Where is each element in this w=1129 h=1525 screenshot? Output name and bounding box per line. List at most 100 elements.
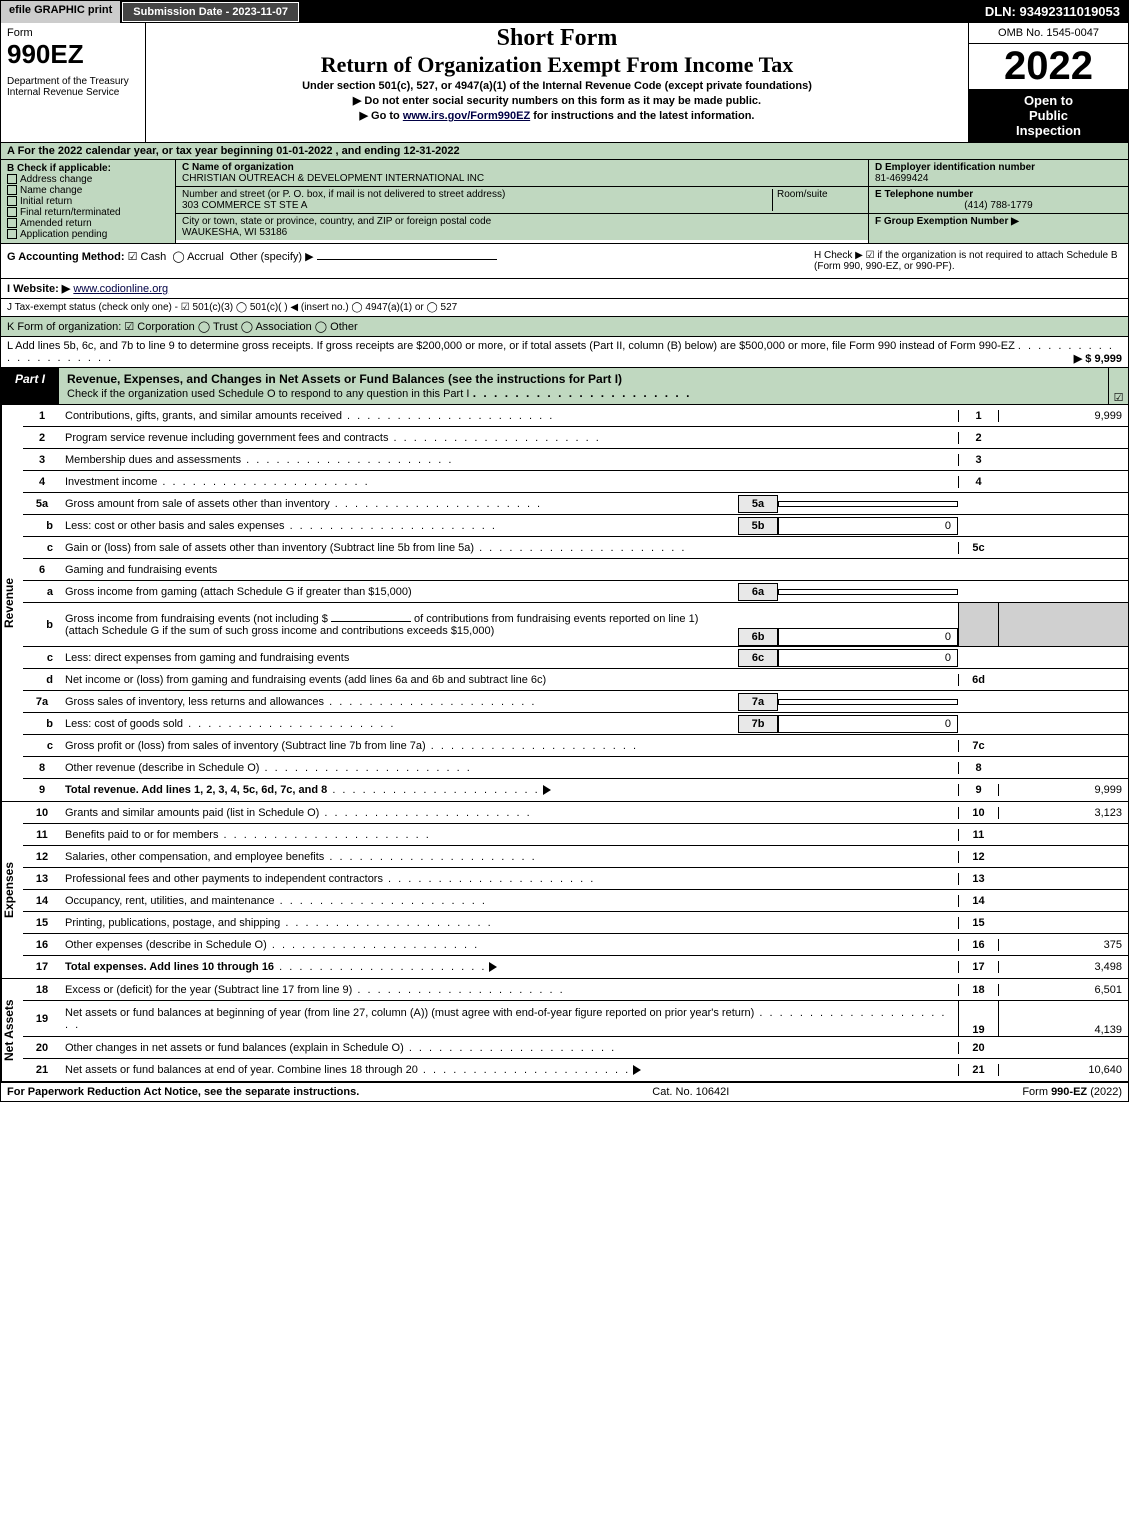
- revenue-lines: 1 Contributions, gifts, grants, and simi…: [23, 405, 1128, 801]
- line-15: 15 Printing, publications, postage, and …: [23, 912, 1128, 934]
- form-container: efile GRAPHIC print Submission Date - 20…: [0, 0, 1129, 1102]
- section-a: A For the 2022 calendar year, or tax yea…: [1, 143, 1128, 160]
- expenses-sidelabel: Expenses: [1, 802, 23, 978]
- phone: (414) 788-1779: [875, 200, 1122, 211]
- line-9: 9 Total revenue. Add lines 1, 2, 3, 4, 5…: [23, 779, 1128, 801]
- row-l-text: L Add lines 5b, 6c, and 7b to line 9 to …: [7, 340, 1015, 352]
- addr: 303 COMMERCE ST STE A: [182, 200, 772, 211]
- line-5c: c Gain or (loss) from sale of assets oth…: [23, 537, 1128, 559]
- row-l-amount: ▶ $ 9,999: [1074, 352, 1122, 365]
- line-17: 17 Total expenses. Add lines 10 through …: [23, 956, 1128, 978]
- header-right: OMB No. 1545-0047 2022 Open to Public In…: [968, 23, 1128, 142]
- revenue-section: Revenue 1 Contributions, gifts, grants, …: [1, 405, 1128, 802]
- check-initial-return[interactable]: Initial return: [7, 196, 169, 207]
- efile-print-button[interactable]: efile GRAPHIC print: [1, 1, 121, 23]
- col-c: C Name of organization CHRISTIAN OUTREAC…: [176, 160, 868, 243]
- g-other[interactable]: Other (specify) ▶: [230, 251, 314, 263]
- row-h: H Check ▶ ☑ if the organization is not r…: [808, 244, 1128, 278]
- line-10: 10 Grants and similar amounts paid (list…: [23, 802, 1128, 824]
- e-label: E Telephone number: [875, 189, 1122, 200]
- subtitle-1: Under section 501(c), 527, or 4947(a)(1)…: [150, 80, 964, 92]
- line-8: 8 Other revenue (describe in Schedule O)…: [23, 757, 1128, 779]
- line-12: 12 Salaries, other compensation, and emp…: [23, 846, 1128, 868]
- part1-title: Revenue, Expenses, and Changes in Net As…: [59, 368, 1108, 404]
- arrow-icon: [543, 785, 551, 795]
- line-18: 18 Excess or (deficit) for the year (Sub…: [23, 979, 1128, 1001]
- line-21: 21 Net assets or fund balances at end of…: [23, 1059, 1128, 1081]
- row-i: I Website: ▶ www.codionline.org: [1, 279, 1128, 299]
- line-19: 19 Net assets or fund balances at beginn…: [23, 1001, 1128, 1037]
- line-7b: b Less: cost of goods sold 7b 0: [23, 713, 1128, 735]
- line-16: 16 Other expenses (describe in Schedule …: [23, 934, 1128, 956]
- col-d: D Employer identification number 81-4699…: [868, 160, 1128, 243]
- f-label: F Group Exemption Number ▶: [875, 216, 1019, 227]
- header-center: Short Form Return of Organization Exempt…: [146, 23, 968, 142]
- row-l: L Add lines 5b, 6c, and 7b to line 9 to …: [1, 337, 1128, 368]
- row-k: K Form of organization: ☑ Corporation ◯ …: [1, 317, 1128, 337]
- open2: Public: [973, 108, 1124, 123]
- netassets-section: Net Assets 18 Excess or (deficit) for th…: [1, 979, 1128, 1083]
- col-b-title: B Check if applicable:: [7, 163, 169, 174]
- line-7a: 7a Gross sales of inventory, less return…: [23, 691, 1128, 713]
- subtitle-3: ▶ Go to www.irs.gov/Form990EZ for instru…: [150, 109, 964, 122]
- d-label: D Employer identification number: [875, 162, 1122, 173]
- check-name-change[interactable]: Name change: [7, 185, 169, 196]
- open1: Open to: [973, 93, 1124, 108]
- website-link[interactable]: www.codionline.org: [73, 283, 168, 295]
- line-2: 2 Program service revenue including gove…: [23, 427, 1128, 449]
- footer-catno: Cat. No. 10642I: [359, 1086, 1022, 1098]
- d-ein-row: D Employer identification number 81-4699…: [869, 160, 1128, 187]
- form-header: Form 990EZ Department of the Treasury In…: [1, 23, 1128, 143]
- main-title: Return of Organization Exempt From Incom…: [150, 52, 964, 78]
- ein: 81-4699424: [875, 173, 1122, 184]
- netassets-lines: 18 Excess or (deficit) for the year (Sub…: [23, 979, 1128, 1081]
- line-5a: 5a Gross amount from sale of assets othe…: [23, 493, 1128, 515]
- netassets-sidelabel: Net Assets: [1, 979, 23, 1081]
- dept-label: Department of the Treasury Internal Reve…: [7, 76, 139, 98]
- form-word: Form: [7, 27, 139, 39]
- addr-label: Number and street (or P. O. box, if mail…: [182, 189, 772, 200]
- part1-header: Part I Revenue, Expenses, and Changes in…: [1, 368, 1128, 405]
- arrow-icon: [489, 962, 497, 972]
- g-accrual[interactable]: ◯ Accrual: [172, 251, 223, 263]
- line-6: 6 Gaming and fundraising events: [23, 559, 1128, 581]
- topbar: efile GRAPHIC print Submission Date - 20…: [1, 1, 1128, 23]
- irs-link[interactable]: www.irs.gov/Form990EZ: [403, 110, 530, 122]
- address-row: Number and street (or P. O. box, if mail…: [176, 187, 868, 214]
- c-name-row: C Name of organization CHRISTIAN OUTREAC…: [176, 160, 868, 187]
- header-left: Form 990EZ Department of the Treasury In…: [1, 23, 146, 142]
- c-label: C Name of organization: [182, 162, 862, 173]
- part1-label: Part I: [1, 368, 59, 404]
- open-to-public: Open to Public Inspection: [969, 88, 1128, 142]
- row-g-h: G Accounting Method: ☑ Cash ◯ Accrual Ot…: [1, 244, 1128, 279]
- city-row: City or town, state or province, country…: [176, 214, 868, 240]
- short-form-title: Short Form: [150, 25, 964, 52]
- check-application-pending[interactable]: Application pending: [7, 229, 169, 240]
- subtitle-2: ▶ Do not enter social security numbers o…: [150, 94, 964, 107]
- room-suite-label: Room/suite: [772, 189, 862, 211]
- line-7c: c Gross profit or (loss) from sales of i…: [23, 735, 1128, 757]
- part1-checkbox[interactable]: ☑: [1108, 368, 1128, 404]
- submission-date: Submission Date - 2023-11-07: [122, 2, 299, 22]
- line-3: 3 Membership dues and assessments 3: [23, 449, 1128, 471]
- check-amended-return[interactable]: Amended return: [7, 218, 169, 229]
- row-j: J Tax-exempt status (check only one) - ☑…: [1, 299, 1128, 317]
- entity-block: B Check if applicable: Address change Na…: [1, 160, 1128, 244]
- e-phone-row: E Telephone number (414) 788-1779: [869, 187, 1128, 214]
- check-final-return[interactable]: Final return/terminated: [7, 207, 169, 218]
- city-label: City or town, state or province, country…: [182, 216, 862, 227]
- col-b: B Check if applicable: Address change Na…: [1, 160, 176, 243]
- g-cash[interactable]: ☑ Cash: [128, 251, 167, 263]
- footer-right: Form 990-EZ (2022): [1022, 1086, 1122, 1098]
- expenses-lines: 10 Grants and similar amounts paid (list…: [23, 802, 1128, 978]
- line-6d: d Net income or (loss) from gaming and f…: [23, 669, 1128, 691]
- f-group-row: F Group Exemption Number ▶: [869, 214, 1128, 229]
- arrow-icon: [633, 1065, 641, 1075]
- open3: Inspection: [973, 123, 1124, 138]
- g-label: G Accounting Method:: [7, 251, 125, 263]
- sub3-post: for instructions and the latest informat…: [530, 110, 754, 122]
- form-number: 990EZ: [7, 39, 139, 70]
- revenue-sidelabel: Revenue: [1, 405, 23, 801]
- check-address-change[interactable]: Address change: [7, 174, 169, 185]
- line-1: 1 Contributions, gifts, grants, and simi…: [23, 405, 1128, 427]
